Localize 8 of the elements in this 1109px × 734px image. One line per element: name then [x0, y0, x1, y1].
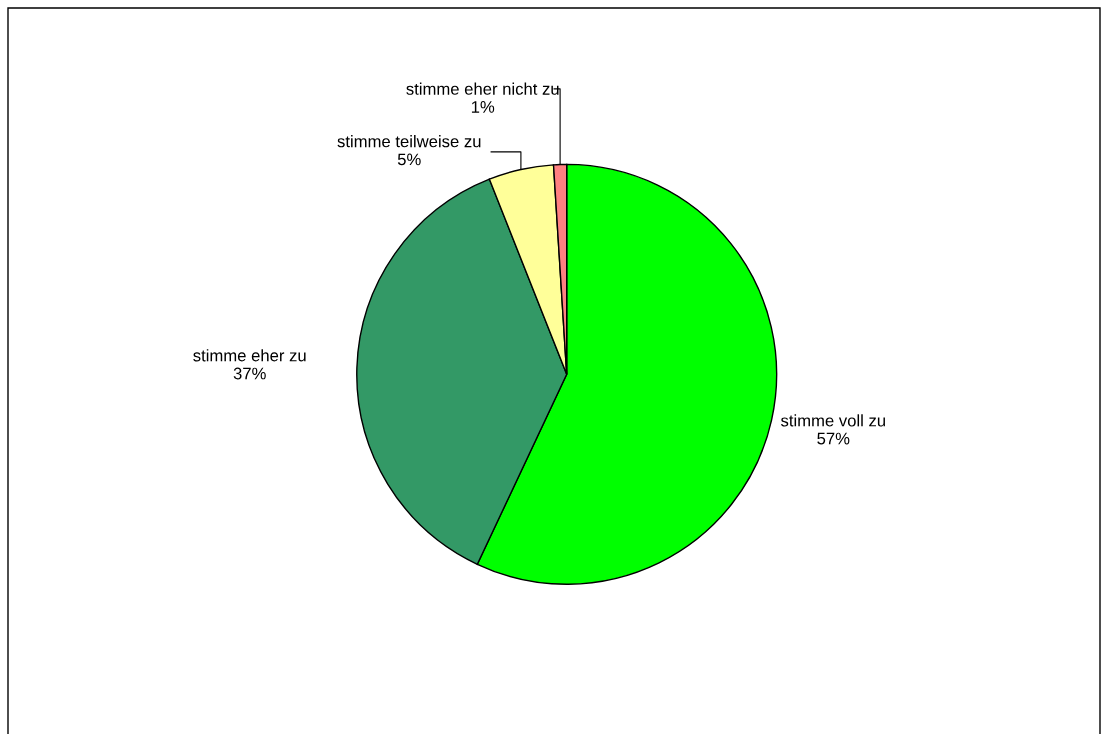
slice-label: stimme eher zu — [193, 349, 306, 362]
data-label: 57% — [817, 432, 850, 445]
data-label: 5% — [397, 153, 421, 166]
slice-label: stimme eher nicht zu — [406, 82, 559, 95]
slice-label: stimme teilweise zu — [337, 135, 481, 148]
data-label: 37% — [233, 367, 266, 380]
data-label: 1% — [471, 101, 495, 113]
slice-label: stimme voll zu — [780, 414, 885, 427]
